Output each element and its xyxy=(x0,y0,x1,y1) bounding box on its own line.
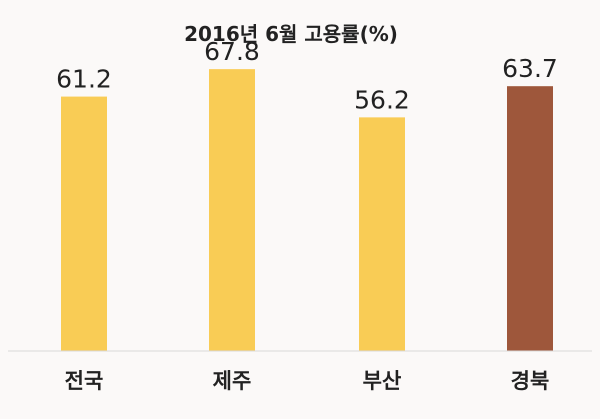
category-label-1: 제주 xyxy=(213,369,252,393)
category-label-2: 부산 xyxy=(363,369,402,393)
value-label-0: 61.2 xyxy=(56,65,112,94)
bar-3 xyxy=(507,86,553,351)
bar-0 xyxy=(61,96,107,351)
value-label-2: 56.2 xyxy=(354,85,410,114)
labels-layer: 61.2 전국 67.8 제주 56.2 부산 63.7 경북 xyxy=(56,37,558,393)
category-label-3: 경북 xyxy=(511,369,550,393)
category-label-0: 전국 xyxy=(65,369,104,393)
value-label-3: 63.7 xyxy=(502,54,558,83)
bars-layer xyxy=(61,69,553,352)
bar-1 xyxy=(209,69,255,351)
chart-title: 2016년 6월 고용률(%) xyxy=(184,22,398,46)
bar-2 xyxy=(359,117,405,352)
value-label-1: 67.8 xyxy=(204,37,260,66)
